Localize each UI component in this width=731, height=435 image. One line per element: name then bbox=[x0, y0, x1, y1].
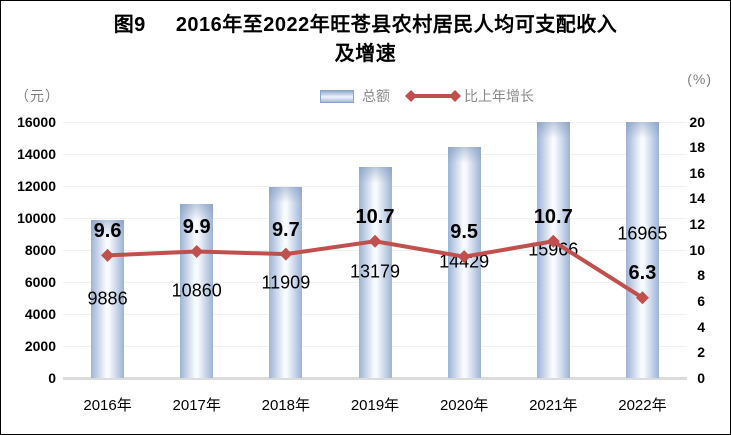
bar-value-label: 16965 bbox=[617, 223, 668, 244]
chart-title-prefix: 图9 bbox=[113, 14, 146, 36]
bar bbox=[358, 166, 392, 378]
line-marker-icon bbox=[368, 234, 382, 248]
y-axis-tick-label-right: 10 bbox=[689, 241, 705, 258]
y-axis-tick-label-right: 14 bbox=[689, 190, 705, 207]
line-marker-icon bbox=[457, 249, 471, 263]
grid-line bbox=[63, 121, 687, 123]
x-axis-label: 2021年 bbox=[529, 397, 578, 414]
y-axis-tick-label-right: 6 bbox=[697, 293, 705, 310]
legend: 总额 比上年增长 bbox=[320, 86, 534, 106]
line-value-label: 9.9 bbox=[182, 216, 211, 239]
line-value-label: 9.5 bbox=[450, 221, 479, 244]
legend-item-total: 总额 bbox=[320, 86, 390, 106]
y-axis-tick-label-left: 6000 bbox=[24, 273, 56, 290]
y-axis-tick-label-left: 8000 bbox=[24, 241, 56, 258]
line-series-swatch-icon bbox=[405, 90, 461, 102]
bar-value-label: 13179 bbox=[349, 261, 401, 282]
y-axis-tick-label-right: 8 bbox=[697, 267, 705, 284]
line-value-label: 9.6 bbox=[93, 219, 122, 242]
x-axis-label: 2022年 bbox=[618, 397, 667, 414]
y-axis-tick-label-left: 4000 bbox=[24, 305, 56, 322]
x-axis-label: 2019年 bbox=[350, 397, 400, 414]
line-marker-icon bbox=[546, 234, 560, 248]
bar bbox=[625, 121, 659, 378]
y-axis-tick-label-left: 0 bbox=[48, 370, 56, 386]
y-axis-tick-label-right: 20 bbox=[689, 113, 705, 130]
line-value-label: 10.7 bbox=[355, 205, 395, 228]
bar-value-label: 11909 bbox=[261, 272, 311, 293]
x-axis-label: 2018年 bbox=[261, 397, 311, 414]
y-axis-tick-label-right: 16 bbox=[689, 164, 705, 181]
bar-series-swatch-icon bbox=[320, 89, 354, 103]
line-marker-icon bbox=[635, 290, 649, 304]
chart-title-line2: 及增速 bbox=[334, 43, 397, 65]
bar-value-label: 10860 bbox=[171, 280, 222, 301]
y-axis-tick-label-right: 18 bbox=[689, 139, 705, 156]
y-axis-tick-label-right: 12 bbox=[689, 216, 705, 233]
grid-line bbox=[63, 153, 687, 155]
line-value-label: 10.7 bbox=[533, 205, 573, 228]
chart-title-line1: 2016年至2022年旺苍县农村居民人均可支配收入 bbox=[175, 14, 618, 36]
x-axis-line bbox=[63, 377, 687, 380]
y-axis-tick-label-right: 2 bbox=[697, 344, 705, 361]
x-axis-label: 2020年 bbox=[439, 397, 489, 414]
y-axis-tick-label-left: 10000 bbox=[17, 209, 56, 226]
chart-title: 图9 2016年至2022年旺苍县农村居民人均可支配收入 及增速 bbox=[1, 11, 730, 69]
bar bbox=[269, 187, 303, 378]
y-axis-tick-label-right: 4 bbox=[697, 318, 705, 335]
line-marker-icon bbox=[190, 244, 204, 258]
y-axis-tick-label-right: 0 bbox=[697, 370, 705, 386]
legend-label-growth: 比上年增长 bbox=[464, 88, 534, 104]
growth-line bbox=[107, 238, 644, 299]
bar bbox=[180, 203, 214, 378]
x-axis-label: 2017年 bbox=[172, 397, 221, 414]
bar-value-label: 9886 bbox=[87, 288, 128, 309]
left-axis-unit-label: （元） bbox=[15, 88, 60, 104]
line-marker-icon bbox=[279, 247, 293, 261]
y-axis-tick-label-left: 2000 bbox=[24, 337, 56, 354]
legend-item-growth: 比上年增长 bbox=[404, 86, 534, 106]
legend-label-total: 总额 bbox=[362, 88, 390, 104]
line-value-label: 6.3 bbox=[628, 262, 657, 285]
y-axis-tick-label-left: 12000 bbox=[17, 177, 56, 194]
right-axis-unit-label: (%) bbox=[687, 71, 712, 87]
y-axis-tick-label-left: 16000 bbox=[17, 113, 56, 130]
line-value-label: 9.7 bbox=[271, 218, 300, 241]
bar bbox=[91, 219, 125, 378]
line-marker-icon bbox=[101, 248, 115, 262]
x-axis-label: 2016年 bbox=[83, 397, 132, 414]
growth-line-svg bbox=[101, 234, 649, 304]
y-axis-tick-label-left: 14000 bbox=[17, 145, 56, 162]
